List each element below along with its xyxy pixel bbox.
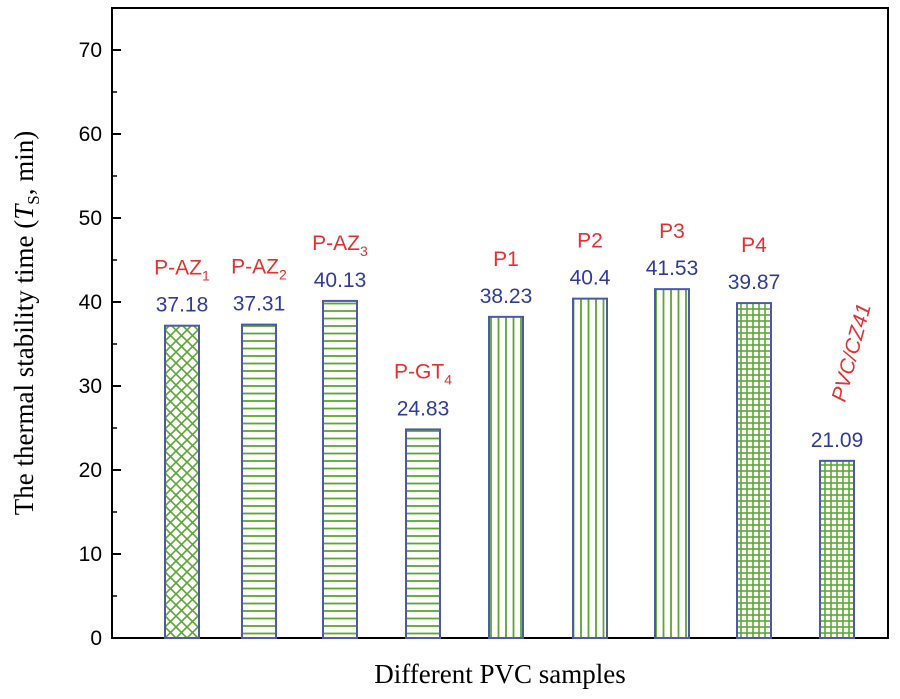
category-label: PVC/CZ41 bbox=[828, 301, 876, 404]
y-tick-label: 70 bbox=[79, 39, 102, 62]
category-label: P-GT4 bbox=[394, 360, 452, 387]
bar bbox=[322, 299, 358, 639]
bars-group bbox=[164, 288, 855, 640]
y-axis-title-group: The thermal stability time (TS, min) bbox=[9, 131, 43, 515]
value-label: 37.18 bbox=[156, 294, 209, 317]
y-axis-title-prefix: The thermal stability time ( bbox=[9, 220, 39, 515]
bar bbox=[736, 302, 772, 639]
bar bbox=[488, 315, 524, 639]
y-tick-label: 40 bbox=[79, 291, 102, 314]
value-label: 39.87 bbox=[728, 271, 781, 294]
y-axis-title: The thermal stability time (TS, min) bbox=[9, 131, 43, 515]
y-axis: 0 10 20 30 40 50 60 70 bbox=[79, 7, 121, 650]
category-label: P4 bbox=[741, 234, 767, 257]
value-labels-group: 37.18 37.31 40.13 24.83 38.23 40.4 41.53 39.87 2… bbox=[156, 257, 864, 452]
category-label-main: P4 bbox=[741, 234, 767, 257]
category-label: P2 bbox=[577, 230, 603, 253]
category-label: P-AZ1 bbox=[154, 257, 210, 284]
value-label: 40.4 bbox=[570, 267, 611, 290]
category-label-subscript: 3 bbox=[360, 243, 368, 259]
category-label-main: P-AZ bbox=[312, 232, 360, 255]
y-tick-label: 50 bbox=[79, 207, 102, 230]
category-label-subscript: 1 bbox=[202, 268, 210, 284]
category-label: P1 bbox=[493, 248, 519, 271]
y-tick-label: 10 bbox=[79, 543, 102, 566]
value-label: 40.13 bbox=[314, 269, 367, 292]
bar bbox=[164, 324, 200, 639]
category-label-subscript: 2 bbox=[279, 267, 287, 283]
y-axis-title-subscript: S bbox=[24, 195, 43, 204]
value-label: 37.31 bbox=[233, 293, 286, 316]
value-label: 21.09 bbox=[811, 429, 864, 452]
category-label-main: P-AZ bbox=[154, 257, 202, 280]
bar bbox=[405, 428, 441, 640]
category-label-subscript: 4 bbox=[444, 371, 452, 387]
bar bbox=[572, 297, 608, 639]
category-label-main: P1 bbox=[493, 248, 519, 271]
category-label: P-AZ3 bbox=[312, 232, 368, 259]
y-tick-label: 20 bbox=[79, 459, 102, 482]
y-axis-title-suffix: , min) bbox=[9, 131, 39, 196]
category-label: P3 bbox=[659, 220, 685, 243]
bar bbox=[654, 288, 690, 639]
category-label-main: P-AZ bbox=[231, 256, 279, 279]
bar bbox=[241, 323, 277, 639]
value-label: 24.83 bbox=[397, 397, 450, 420]
y-axis-title-symbol: T bbox=[9, 203, 39, 220]
y-tick-label: 60 bbox=[79, 123, 102, 146]
bar bbox=[819, 459, 855, 639]
value-label: 38.23 bbox=[480, 285, 533, 308]
category-label-main: P-GT bbox=[394, 360, 444, 383]
y-tick-label: 0 bbox=[90, 627, 102, 650]
category-label-main: P2 bbox=[577, 230, 603, 253]
category-label-main: P3 bbox=[659, 220, 685, 243]
y-tick-label: 30 bbox=[79, 375, 102, 398]
value-label: 41.53 bbox=[646, 257, 699, 280]
category-label: P-AZ2 bbox=[231, 256, 287, 283]
x-axis-title: Different PVC samples bbox=[374, 659, 625, 689]
